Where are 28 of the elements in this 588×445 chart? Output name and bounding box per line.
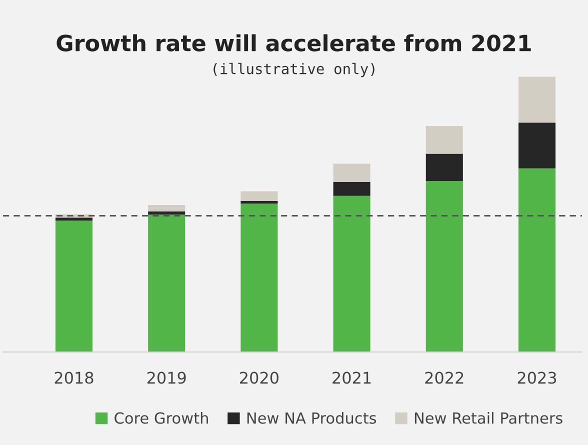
bar [426, 126, 463, 154]
bar [426, 154, 463, 182]
bar [333, 182, 370, 196]
bar [518, 122, 556, 168]
x-tick-label: 2019 [147, 372, 186, 384]
legend-label: Core Growth [114, 412, 208, 424]
bar [333, 164, 370, 182]
bar [240, 200, 278, 204]
chart-subtitle: (illustrative only) [214, 62, 374, 78]
bar [148, 211, 186, 215]
bar [55, 220, 93, 352]
legend-label: New NA Products [247, 412, 376, 424]
legend-label: New Retail Partners [414, 412, 562, 424]
bar [518, 168, 556, 352]
bar [240, 191, 278, 201]
chart-title: Growth rate will accelerate from 2021 [56, 34, 531, 52]
bar [518, 76, 556, 123]
x-tick-label: 2018 [54, 372, 94, 384]
bar [148, 214, 186, 352]
bar [55, 218, 93, 221]
x-tick-label: 2021 [332, 372, 371, 384]
bar [240, 204, 278, 352]
bar [333, 196, 370, 352]
bar [426, 181, 463, 352]
x-tick-label: 2023 [518, 372, 556, 384]
x-tick-label: 2020 [240, 372, 278, 384]
x-tick-label: 2022 [425, 372, 464, 384]
bar [148, 204, 186, 212]
